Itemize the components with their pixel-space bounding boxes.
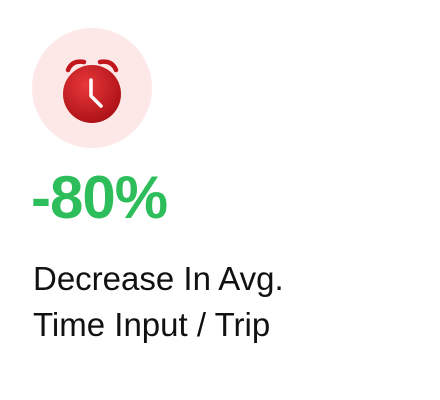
stat-value: -80% xyxy=(31,164,168,231)
icon-badge xyxy=(32,28,152,148)
alarm-clock-icon xyxy=(63,59,121,123)
stat-label-line: Time Input / Trip xyxy=(33,306,271,343)
stat-label-line: Decrease In Avg. xyxy=(33,260,284,297)
stat-label: Decrease In Avg. Time Input / Trip xyxy=(33,256,413,348)
